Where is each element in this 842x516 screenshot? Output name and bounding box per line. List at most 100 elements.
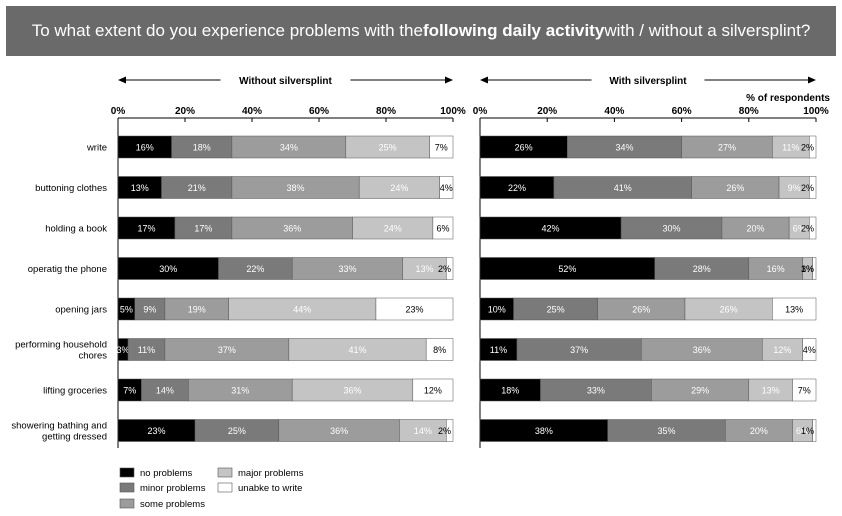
data-label: 36% xyxy=(330,426,348,436)
bar-segment xyxy=(809,216,817,240)
data-label: 23% xyxy=(148,426,166,436)
data-label: 24% xyxy=(390,183,408,193)
legend-swatch xyxy=(119,482,135,493)
bar-segment xyxy=(809,135,817,159)
data-label: 24% xyxy=(384,224,402,234)
data-label: 31% xyxy=(231,386,249,396)
data-label: 18% xyxy=(193,143,211,153)
data-label: 2% xyxy=(801,143,814,153)
data-label: 14% xyxy=(414,426,432,436)
data-label: 13% xyxy=(785,305,803,315)
data-label: 25% xyxy=(228,426,246,436)
data-label: 26% xyxy=(726,183,744,193)
data-label: 36% xyxy=(283,224,301,234)
data-label: 1% xyxy=(801,264,814,274)
data-label: 5% xyxy=(120,305,133,315)
data-label: 2% xyxy=(801,183,814,193)
data-label: 30% xyxy=(663,224,681,234)
data-label: 18% xyxy=(501,386,519,396)
x-tick-label: 40% xyxy=(242,106,262,117)
data-label: 2% xyxy=(438,264,451,274)
data-label: 3% xyxy=(117,345,130,355)
data-label: 27% xyxy=(718,143,736,153)
bar-segment xyxy=(432,216,454,240)
arrow-right-head xyxy=(445,76,453,84)
legend-label: unabke to write xyxy=(238,483,302,494)
bar-segment xyxy=(812,257,817,280)
data-label: 1% xyxy=(801,426,814,436)
legend-swatch xyxy=(119,498,135,509)
arrow-left-head xyxy=(118,76,126,84)
data-label: 30% xyxy=(159,264,177,274)
data-label: 36% xyxy=(693,345,711,355)
category-label: lifting groceries xyxy=(43,386,107,397)
data-label: 9% xyxy=(143,305,156,315)
bar-segment xyxy=(446,257,454,280)
data-label: 23% xyxy=(405,305,423,315)
x-tick-label: 100% xyxy=(440,106,466,117)
data-label: 11% xyxy=(490,345,507,355)
data-label: 17% xyxy=(137,224,155,234)
data-label: 12% xyxy=(424,386,442,396)
data-label: 28% xyxy=(693,264,711,274)
data-label: 34% xyxy=(615,143,633,153)
category-label: buttoning clothes xyxy=(35,183,107,194)
bar-segment xyxy=(446,419,454,442)
data-label: 29% xyxy=(691,386,709,396)
data-label: 22% xyxy=(508,183,526,193)
data-label: 17% xyxy=(194,224,212,234)
unit-label: % of respondents xyxy=(746,93,830,104)
data-label: 11% xyxy=(782,143,799,153)
bar-segment xyxy=(812,419,817,442)
legend-label: some problems xyxy=(140,499,205,510)
category-label: operatig the phone xyxy=(28,264,107,275)
data-label: 21% xyxy=(188,183,206,193)
bar-segment xyxy=(809,176,817,199)
legend-swatch xyxy=(217,482,233,493)
data-label: 3% xyxy=(801,264,814,274)
title-part-3: with / without a silversplint? xyxy=(604,21,811,40)
category-label: getting dressed xyxy=(42,432,107,443)
chart-title-banner: To what extent do you experience problem… xyxy=(6,6,836,56)
data-label: 2% xyxy=(438,426,451,436)
data-label: 6% xyxy=(796,426,809,436)
data-label: 38% xyxy=(535,426,553,436)
category-label: showering bathing and xyxy=(11,421,107,432)
x-tick-label: 40% xyxy=(604,106,624,117)
bar-segment xyxy=(412,378,454,402)
arrow-right-head xyxy=(808,76,816,84)
data-label: 19% xyxy=(188,305,206,315)
legend-label: no problems xyxy=(140,468,193,479)
x-tick-label: 60% xyxy=(672,106,692,117)
data-label: 41% xyxy=(349,345,367,355)
data-label: 16% xyxy=(136,143,154,153)
data-label: 33% xyxy=(587,386,605,396)
data-label: 38% xyxy=(287,183,305,193)
category-label: chores xyxy=(78,351,107,362)
data-label: 25% xyxy=(379,143,397,153)
data-label: 9% xyxy=(788,183,801,193)
bar-segment xyxy=(429,135,454,159)
x-tick-label: 0% xyxy=(473,106,488,117)
x-tick-label: 20% xyxy=(175,106,195,117)
title-part-bold: following daily activity xyxy=(422,21,605,40)
x-tick-label: 80% xyxy=(376,106,396,117)
data-label: 4% xyxy=(803,345,816,355)
data-label: 12% xyxy=(773,345,791,355)
bar-segment xyxy=(439,176,454,199)
title-part-1: To what extent do you experience problem… xyxy=(31,21,423,40)
data-label: 6% xyxy=(793,224,806,234)
legend-label: minor problems xyxy=(140,483,206,494)
data-label: 8% xyxy=(433,345,446,355)
x-tick-label: 100% xyxy=(803,106,829,117)
data-label: 7% xyxy=(123,386,136,396)
category-label: opening jars xyxy=(55,305,107,316)
data-label: 7% xyxy=(435,143,448,153)
data-label: 4% xyxy=(440,183,453,193)
bar-segment xyxy=(792,378,817,402)
data-label: 36% xyxy=(343,386,361,396)
data-label: 37% xyxy=(218,345,236,355)
x-tick-label: 20% xyxy=(537,106,557,117)
bar-segment xyxy=(425,338,454,361)
legend-label: major problems xyxy=(238,468,304,479)
